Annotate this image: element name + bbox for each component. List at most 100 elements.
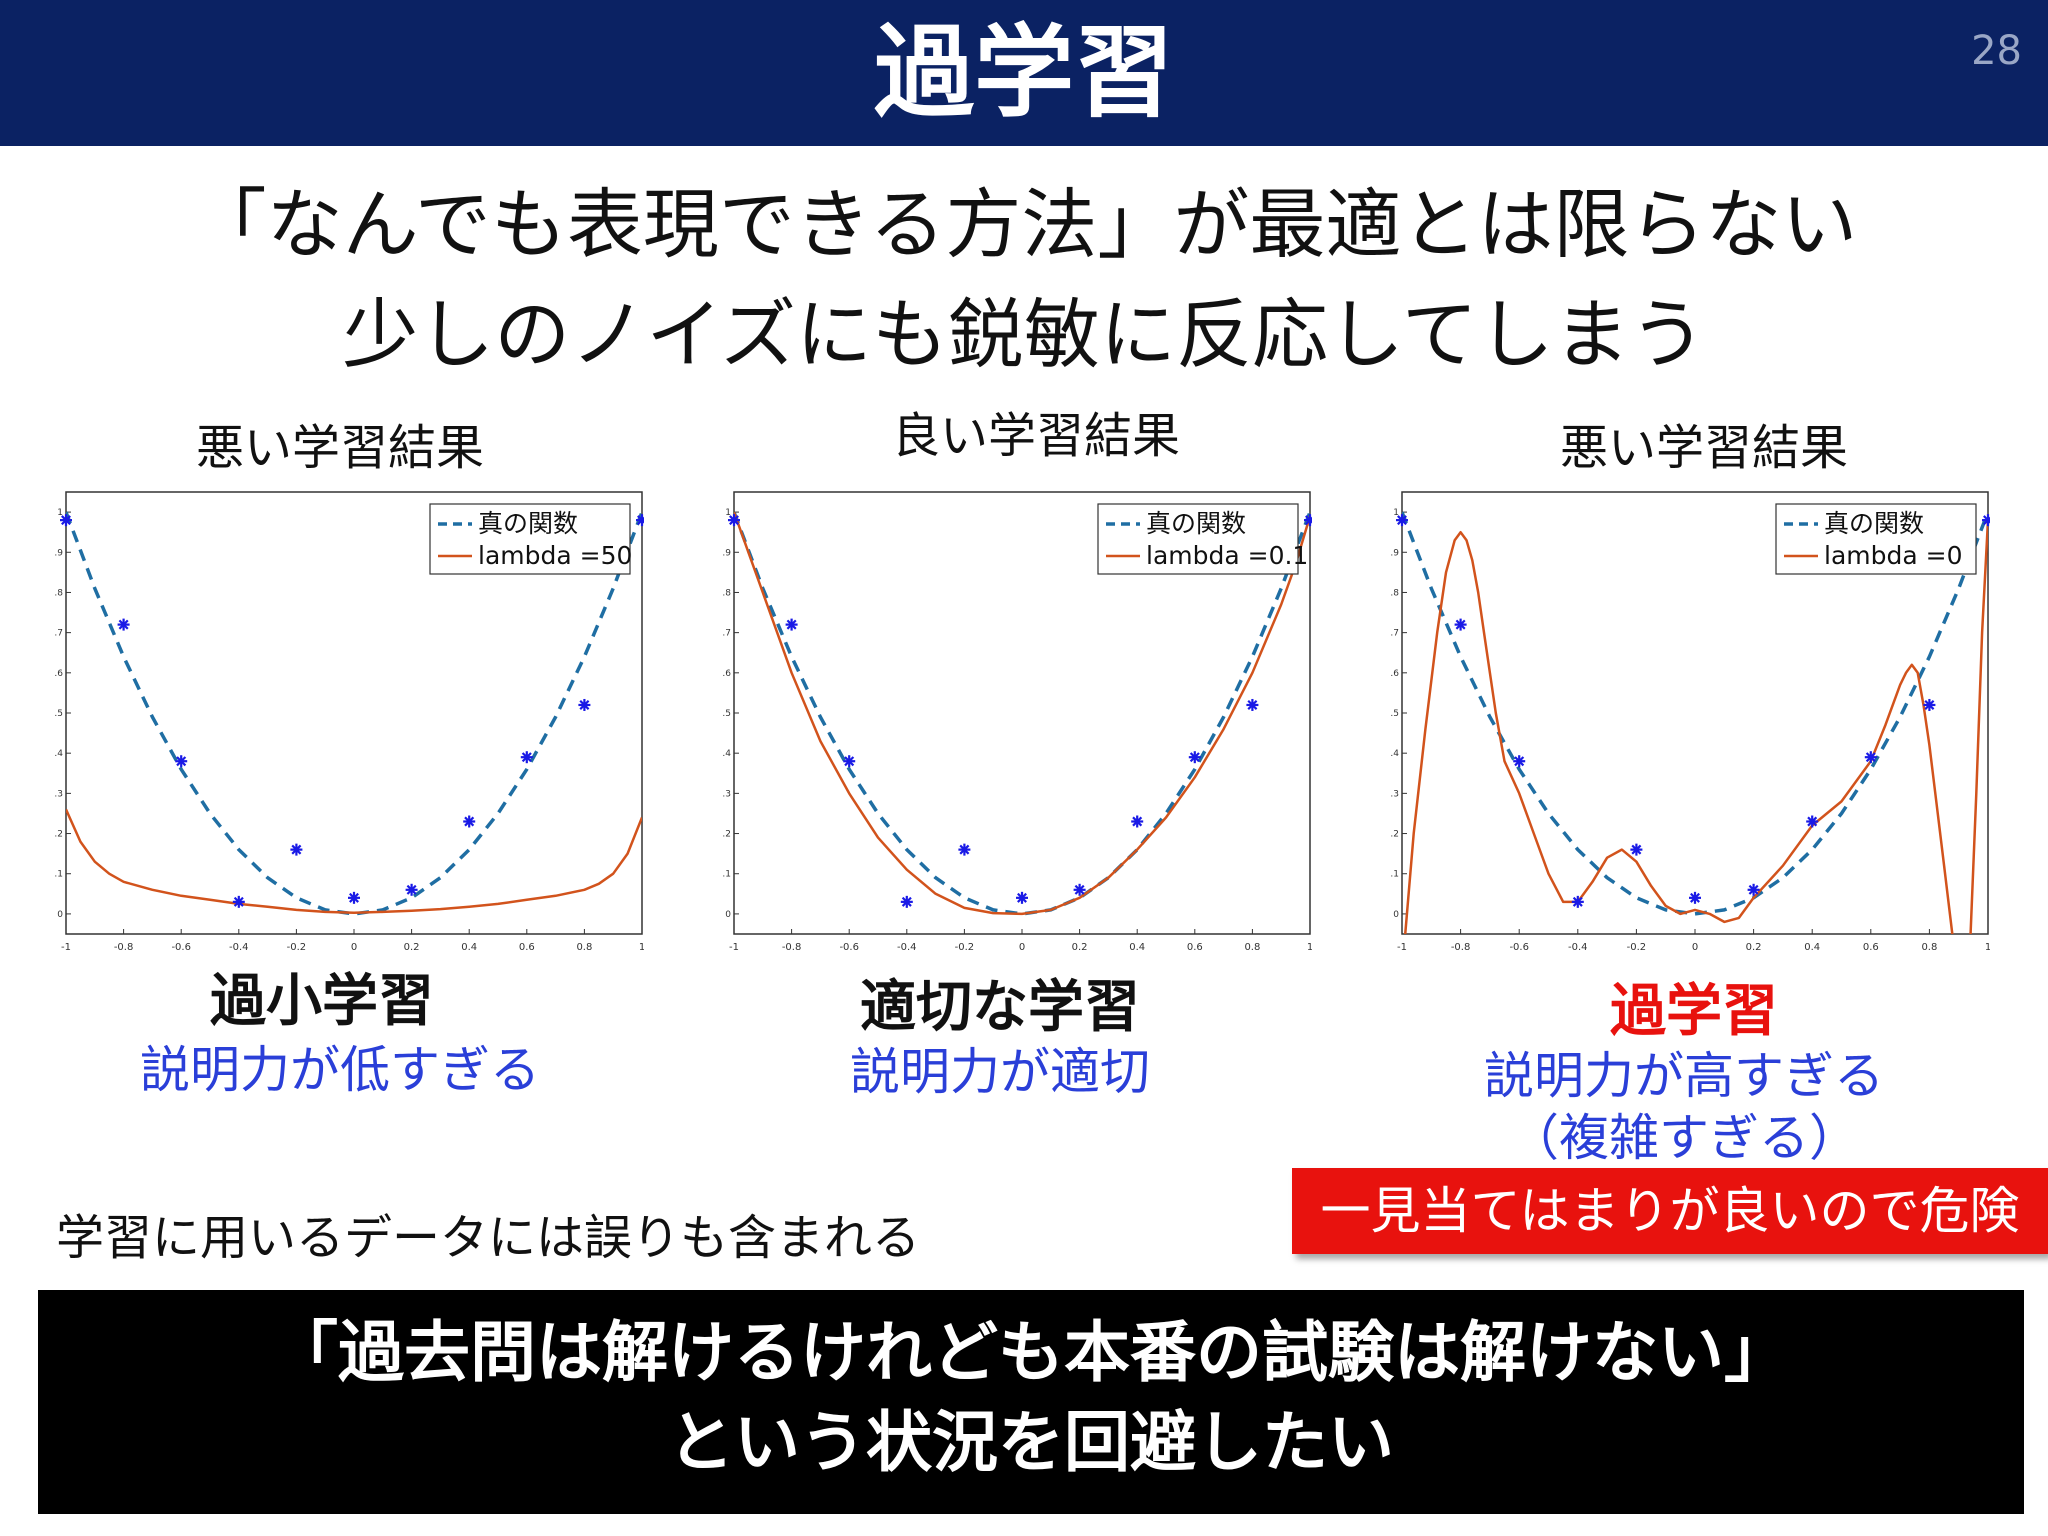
panel-3-result-title: 過学習 bbox=[1610, 979, 1778, 1044]
y-tick-label: 0.2 bbox=[54, 830, 63, 840]
x-tick-label: -0.6 bbox=[1509, 942, 1529, 953]
y-tick-label: 0.2 bbox=[1390, 830, 1399, 840]
y-tick-label: 1 bbox=[57, 508, 63, 518]
y-tick-label: 0.6 bbox=[54, 669, 63, 679]
x-tick-label: -1 bbox=[1397, 942, 1407, 953]
data-point bbox=[1689, 891, 1701, 904]
y-tick-label: 0.6 bbox=[722, 669, 731, 679]
x-tick-label: 0.2 bbox=[404, 942, 420, 953]
data-point bbox=[1630, 843, 1643, 856]
data-point bbox=[843, 755, 856, 768]
x-tick-label: 0.8 bbox=[576, 942, 592, 953]
legend: 真の関数 lambda =50 bbox=[429, 503, 632, 575]
x-tick-label: -0.8 bbox=[782, 942, 802, 953]
y-tick-label: 0.4 bbox=[722, 749, 731, 759]
legend-box bbox=[429, 503, 631, 575]
conclusion-line-1: 「過去問は解けるけれども本番の試験は解けない」 bbox=[272, 1314, 1790, 1391]
x-tick-label: -0.6 bbox=[171, 942, 191, 953]
fit-curve-line bbox=[1403, 520, 1988, 934]
y-tick-label: 0.9 bbox=[722, 548, 731, 558]
data-point bbox=[175, 755, 188, 768]
legend-label: lambda =0.1 bbox=[1146, 541, 1308, 570]
y-tick-label: 0.3 bbox=[54, 789, 63, 799]
x-tick-label: 0.6 bbox=[1187, 942, 1203, 953]
x-tick-label: 1 bbox=[639, 942, 644, 953]
plot-area bbox=[1402, 511, 1988, 934]
panel-1-caption: 悪い学習結果 bbox=[195, 420, 484, 476]
x-tick-label: 1 bbox=[1985, 942, 1990, 953]
data-point bbox=[1806, 815, 1819, 828]
warning-banner: 一見当てはまりが良いので危険 bbox=[1292, 1168, 2048, 1254]
x-tick-label: -0.2 bbox=[287, 942, 307, 953]
y-tick-label: 0.2 bbox=[722, 830, 731, 840]
y-tick-label: 0.9 bbox=[54, 548, 63, 558]
y-tick-label: 1 bbox=[1393, 508, 1399, 518]
data-point bbox=[1016, 891, 1028, 904]
y-tick-label: 0.8 bbox=[722, 588, 731, 598]
x-tick-label: -0.8 bbox=[114, 942, 134, 953]
y-tick-label: 0.8 bbox=[54, 588, 63, 598]
data-point bbox=[958, 843, 971, 856]
y-tick-label: 0.1 bbox=[1390, 870, 1399, 880]
x-tick-label: 0.2 bbox=[1746, 942, 1762, 953]
legend-label: 真の関数 bbox=[478, 509, 578, 538]
data-point bbox=[636, 514, 644, 527]
x-tick-label: -0.2 bbox=[1627, 942, 1647, 953]
legend-box bbox=[1775, 503, 1977, 575]
data-point bbox=[578, 698, 591, 711]
x-tick-label: -0.4 bbox=[897, 942, 917, 953]
data-point bbox=[290, 843, 303, 856]
panel-2-result-desc: 説明力が適切 bbox=[850, 1043, 1150, 1101]
x-tick-label: -0.8 bbox=[1451, 942, 1471, 953]
y-tick-label: 0.7 bbox=[722, 629, 731, 639]
fit-curve-line bbox=[66, 808, 642, 914]
y-tick-label: 0.3 bbox=[1390, 789, 1399, 799]
y-tick-label: 0.1 bbox=[722, 870, 731, 880]
data-point bbox=[785, 618, 798, 631]
data-point bbox=[1188, 751, 1201, 764]
y-tick-label: 0 bbox=[57, 910, 63, 920]
data-point bbox=[1982, 514, 1990, 527]
true-function-line bbox=[66, 511, 642, 916]
data-point bbox=[900, 895, 913, 908]
y-tick-label: 0.3 bbox=[722, 789, 731, 799]
data-point bbox=[728, 514, 740, 527]
panel-1-result-desc: 説明力が低すぎる bbox=[140, 1041, 540, 1099]
x-tick-label: -0.6 bbox=[839, 942, 859, 953]
subtitle-line-2: 少しのノイズにも鋭敏に反応してしまう bbox=[342, 290, 1706, 379]
plot-overfit: -1 -0.8 -0.6 -0.4 -0.2 0 0.2 0.4 0.6 0.8 1 0 0.1 0.2 0… bbox=[1390, 491, 1990, 953]
y-tick-label: 0.5 bbox=[54, 709, 63, 719]
x-tick-label: -0.2 bbox=[955, 942, 975, 953]
y-tick-label: 0 bbox=[725, 910, 731, 920]
legend: 真の関数 lambda =0.1 bbox=[1097, 503, 1308, 575]
y-tick-label: 0.5 bbox=[722, 709, 731, 719]
x-tick-label: 0 bbox=[351, 942, 357, 953]
data-point bbox=[1923, 698, 1936, 711]
x-tick-label: 0.6 bbox=[1863, 942, 1879, 953]
y-tick-label: 0.1 bbox=[54, 870, 63, 880]
y-tick-label: 0.7 bbox=[1390, 629, 1399, 639]
conclusion-box: 「過去問は解けるけれども本番の試験は解けない」 という状況を回避したい bbox=[38, 1290, 2024, 1514]
fit-curve-line bbox=[734, 511, 1310, 916]
panel-3-caption: 悪い学習結果 bbox=[1559, 420, 1848, 476]
legend: 真の関数 lambda =0 bbox=[1775, 503, 1977, 575]
y-tick-label: 0.4 bbox=[1390, 749, 1399, 759]
x-tick-label: 0.6 bbox=[519, 942, 535, 953]
legend-label: 真の関数 bbox=[1824, 509, 1924, 538]
plot-good-fit: -1 -0.8 -0.6 -0.4 -0.2 0 0.2 0.4 0.6 0.8 1 0 0.1 0.2 0… bbox=[722, 491, 1312, 953]
data-point bbox=[1513, 755, 1526, 768]
panel-2-caption: 良い学習結果 bbox=[891, 408, 1180, 464]
data-point bbox=[117, 618, 130, 631]
page-number: 28 bbox=[1971, 28, 2022, 74]
note-text: 学習に用いるデータには誤りも含まれる bbox=[56, 1210, 921, 1266]
plot-area bbox=[734, 511, 1310, 916]
y-tick-label: 0.9 bbox=[1390, 548, 1399, 558]
x-tick-label: 1 bbox=[1307, 942, 1312, 953]
conclusion-line-2: という状況を回避したい bbox=[668, 1404, 1394, 1481]
panel-3-result-desc-2: （複雑すぎる） bbox=[1509, 1109, 1859, 1167]
data-point bbox=[405, 883, 418, 896]
y-tick-label: 0.7 bbox=[54, 629, 63, 639]
slide-title: 過学習 bbox=[874, 14, 1174, 131]
data-point bbox=[60, 514, 72, 527]
x-tick-label: 0.8 bbox=[1244, 942, 1260, 953]
